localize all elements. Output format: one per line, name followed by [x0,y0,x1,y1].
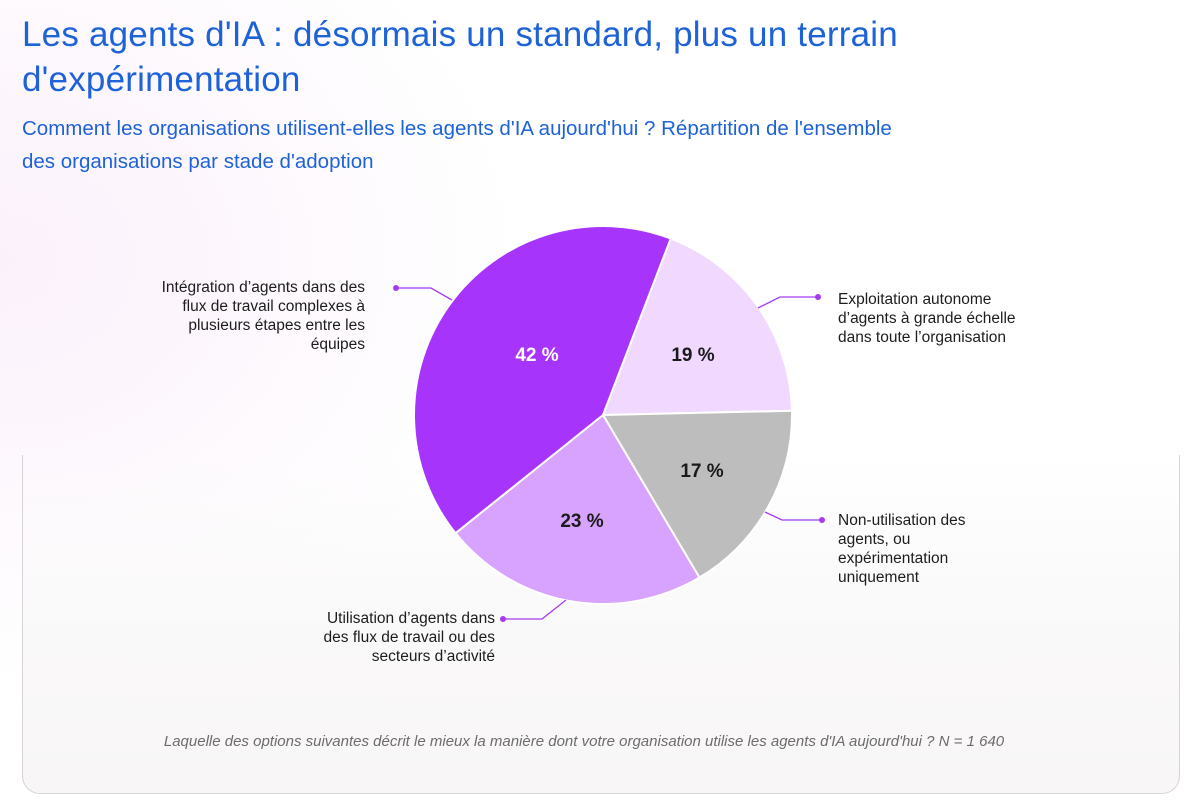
leader-line-workflows [503,599,567,620]
slice-label-autonomous: Exploitation autonome d’agents à grande … [838,291,1016,346]
pie-slice-integration [413,225,673,535]
value-label-workflows: 23 % [560,511,603,532]
leader-dot-integration [393,285,399,291]
footnote: Laquelle des options suivantes décrit le… [163,733,1005,750]
value-label-integration: 42 % [515,345,558,366]
page-title: Les agents d'IA : désormais un standard,… [22,15,898,99]
slice-label-workflows: Utilisation d’agents dans des flux de tr… [323,610,495,665]
value-label-non-use: 17 % [680,461,723,482]
leader-line-integration [396,287,453,301]
leader-dot-workflows [500,616,506,622]
leader-dot-autonomous [815,294,821,300]
chart-subtitle: Comment les organisations utilisent-elle… [22,117,892,173]
slice-label-non-use: Non-utilisation des agents, ou expérimen… [838,512,966,586]
leader-line-non-use [764,511,822,521]
pie-slice-non-use [601,409,793,579]
value-label-autonomous: 19 % [671,345,714,366]
leader-dot-non-use [819,517,825,523]
pie-slice-autonomous [601,237,793,417]
slice-label-integration: Intégration d’agents dans des flux de tr… [161,279,365,353]
leader-line-autonomous [757,296,818,309]
pie-slice-workflows [454,413,701,605]
